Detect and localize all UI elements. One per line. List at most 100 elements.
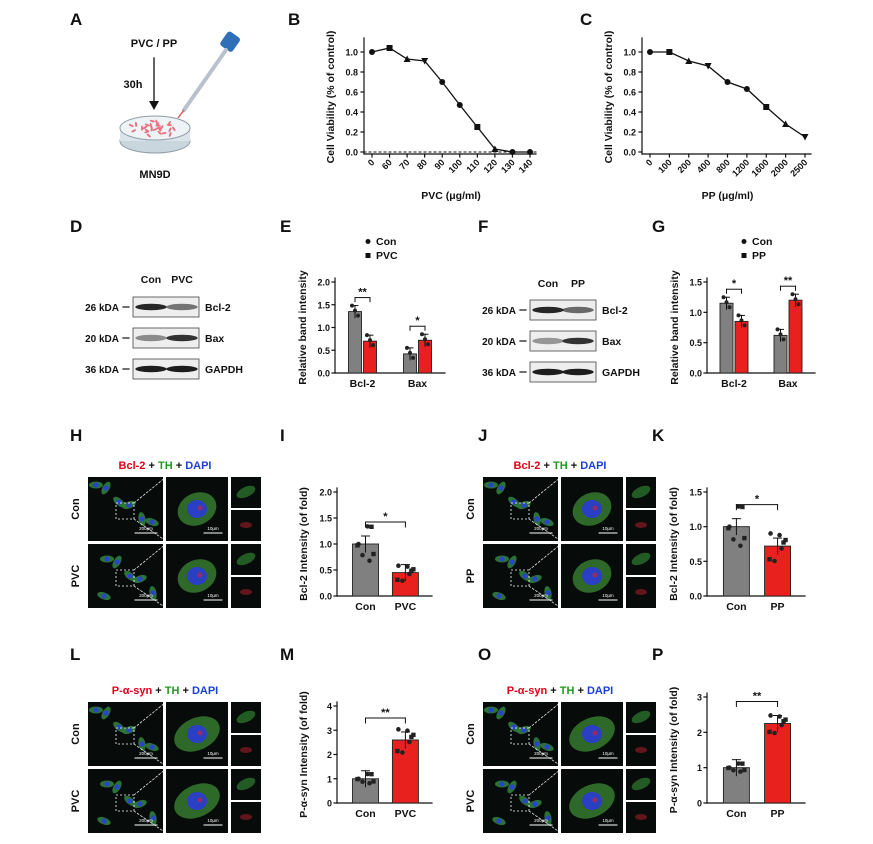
stain-title: Bcl-2 + TH + DAPI bbox=[119, 460, 212, 472]
cell-icon bbox=[172, 126, 176, 132]
petri-dish-top-icon bbox=[119, 115, 191, 141]
red-signal bbox=[240, 522, 252, 528]
scale-text: 10μm bbox=[207, 526, 219, 531]
y-tick-label: 3 bbox=[327, 726, 332, 736]
stain-title-part: DAPI bbox=[580, 460, 606, 472]
zoom-box bbox=[510, 569, 530, 587]
blot-strip bbox=[132, 327, 200, 349]
nucleus-blue bbox=[496, 818, 502, 824]
mw-label: 26 kDA bbox=[482, 306, 516, 317]
scale-text: 10μm bbox=[602, 593, 614, 598]
bar-con bbox=[348, 311, 362, 374]
cell-green bbox=[236, 777, 256, 791]
nucleus-blue bbox=[150, 815, 156, 821]
dot bbox=[395, 748, 400, 754]
nucleus-blue bbox=[104, 556, 110, 562]
nucleus-blue bbox=[149, 744, 155, 750]
nucleus-blue bbox=[534, 516, 540, 522]
nucleus-blue bbox=[187, 567, 207, 585]
dot bbox=[742, 323, 747, 328]
y-axis-title: P-α-syn Intensity (of fold) bbox=[668, 687, 680, 814]
scale-text: 200μm bbox=[139, 526, 153, 531]
cell-green bbox=[236, 552, 256, 566]
bar-pp bbox=[788, 299, 803, 374]
data-point bbox=[509, 149, 516, 155]
data-point bbox=[763, 104, 770, 110]
y-tick-label: 1.0 bbox=[345, 48, 358, 58]
cell-green bbox=[631, 777, 651, 791]
stain-title-part: P-α-syn bbox=[112, 685, 153, 697]
protein-label: Bcl-2 bbox=[602, 305, 628, 317]
scale-text: 200μm bbox=[534, 526, 548, 531]
panel-letter-I: I bbox=[280, 426, 285, 445]
mw-label: 36 kDA bbox=[482, 368, 516, 379]
nucleus-blue bbox=[509, 784, 515, 790]
connector bbox=[133, 810, 167, 834]
nucleus-blue bbox=[127, 573, 133, 579]
dot bbox=[796, 302, 801, 307]
y-tick-label: 1.0 bbox=[317, 323, 330, 333]
nucleus-blue bbox=[521, 502, 527, 508]
x-tick-label: Bax bbox=[408, 378, 427, 390]
x-tick-label: Bcl-2 bbox=[350, 378, 376, 390]
y-tick-label: 0 bbox=[327, 799, 332, 809]
y-axis-title: Relative band intensity bbox=[297, 270, 309, 385]
dot bbox=[736, 504, 741, 509]
data-point bbox=[491, 145, 499, 152]
y-tick-label: 0.6 bbox=[345, 88, 358, 98]
nucleus-blue bbox=[488, 707, 494, 713]
connector bbox=[133, 518, 167, 542]
stain-title-part: TH bbox=[165, 685, 180, 697]
blot-band bbox=[532, 306, 564, 314]
nucleus-blue bbox=[522, 573, 528, 579]
dot bbox=[371, 779, 376, 784]
data-point bbox=[439, 79, 446, 85]
red-signal bbox=[592, 797, 598, 803]
nucleus-blue bbox=[582, 725, 602, 743]
connector bbox=[133, 585, 167, 609]
nucleus-blue bbox=[114, 559, 120, 565]
cell-icon bbox=[168, 132, 172, 137]
sig-star: * bbox=[755, 494, 760, 506]
scale-text: 200μm bbox=[534, 818, 548, 823]
y-tick-label: 2 bbox=[697, 728, 702, 738]
sig-star: * bbox=[732, 278, 737, 290]
stain-title-part: DAPI bbox=[185, 460, 211, 472]
row-label: Con bbox=[465, 498, 477, 520]
mw-label: 26 kDA bbox=[85, 303, 119, 314]
nucleus-blue bbox=[126, 727, 132, 733]
dot bbox=[367, 780, 372, 786]
nucleus-blue bbox=[187, 725, 207, 743]
dot bbox=[777, 714, 782, 719]
y-tick-label: 0.2 bbox=[345, 128, 358, 138]
legend-marker bbox=[365, 239, 371, 244]
dot bbox=[740, 504, 745, 510]
x-tick-label: 0 bbox=[366, 157, 377, 168]
cell-icon bbox=[160, 125, 164, 130]
y-tick-label: 1.5 bbox=[319, 514, 332, 524]
dot bbox=[738, 769, 743, 774]
red-signal bbox=[592, 730, 598, 736]
cell-icon bbox=[140, 125, 144, 131]
dot bbox=[775, 327, 780, 332]
nucleus-blue bbox=[150, 590, 156, 596]
blot-band bbox=[135, 303, 167, 311]
dot bbox=[779, 722, 784, 728]
stain-title-part: + bbox=[173, 460, 186, 472]
y-tick-label: 3 bbox=[697, 693, 702, 703]
y-tick-label: 0 bbox=[697, 799, 702, 809]
scale-text: 10μm bbox=[602, 526, 614, 531]
dot bbox=[356, 313, 360, 318]
lane-label: Con bbox=[141, 274, 161, 286]
panel-letter-M: M bbox=[280, 645, 294, 664]
scale-text: 200μm bbox=[139, 818, 153, 823]
nucleus-blue bbox=[103, 710, 109, 716]
connector bbox=[133, 768, 167, 796]
legend-marker bbox=[741, 253, 747, 258]
scale-text: 200μm bbox=[534, 593, 548, 598]
dot bbox=[777, 532, 782, 538]
scale-text: 10μm bbox=[602, 818, 614, 823]
blot-band bbox=[562, 306, 594, 314]
sig-star: * bbox=[383, 511, 388, 523]
dot bbox=[411, 355, 415, 360]
